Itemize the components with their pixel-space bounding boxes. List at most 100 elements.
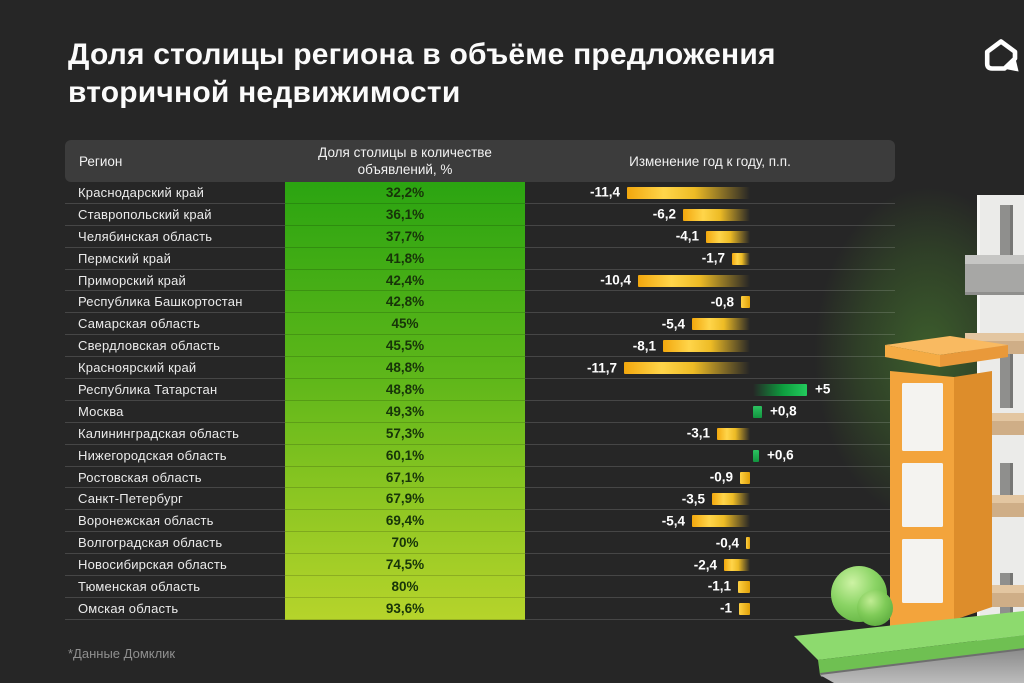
change-cell: -10,4 bbox=[525, 270, 895, 292]
change-cell: -5,4 bbox=[525, 510, 895, 533]
table-row: Нижегородская область 60,1% +0,6 bbox=[65, 445, 895, 467]
share-value: 69,4% bbox=[285, 510, 525, 533]
region-name: Республика Татарстан bbox=[65, 379, 285, 401]
change-cell: +0,6 bbox=[525, 445, 895, 467]
change-bar bbox=[738, 581, 750, 594]
share-value: 37,7% bbox=[285, 226, 525, 248]
share-value: 49,3% bbox=[285, 401, 525, 423]
region-name: Калининградская область bbox=[65, 423, 285, 445]
change-bar bbox=[692, 515, 750, 528]
change-cell: -6,2 bbox=[525, 204, 895, 226]
change-value: +0,8 bbox=[770, 403, 797, 419]
region-name: Ставропольский край bbox=[65, 204, 285, 226]
table-row: Приморский край 42,4% -10,4 bbox=[65, 270, 895, 292]
change-value: -11,7 bbox=[586, 360, 617, 376]
change-value: -8,1 bbox=[632, 338, 656, 354]
change-bar bbox=[706, 230, 750, 243]
share-value: 48,8% bbox=[285, 357, 525, 380]
region-name: Самарская область bbox=[65, 313, 285, 336]
table-row: Свердловская область 45,5% -8,1 bbox=[65, 335, 895, 358]
share-value: 36,1% bbox=[285, 204, 525, 226]
region-name: Республика Башкортостан bbox=[65, 291, 285, 314]
change-bar bbox=[638, 274, 750, 287]
table-header: Регион Доля столицы в количестве объявле… bbox=[65, 140, 895, 182]
change-cell: -4,1 bbox=[525, 226, 895, 248]
change-cell: -5,4 bbox=[525, 313, 895, 336]
region-name: Свердловская область bbox=[65, 335, 285, 358]
table-row: Тюменская область 80% -1,1 bbox=[65, 576, 895, 598]
change-value: -3,1 bbox=[686, 425, 710, 441]
header-change: Изменение год к году, п.п. bbox=[629, 153, 791, 169]
share-value: 48,8% bbox=[285, 379, 525, 401]
change-value: -0,8 bbox=[710, 294, 734, 310]
change-bar bbox=[740, 471, 750, 484]
change-cell: -1 bbox=[525, 598, 895, 620]
change-value: -3,5 bbox=[681, 491, 705, 507]
change-bar bbox=[746, 537, 750, 550]
share-value: 41,8% bbox=[285, 248, 525, 270]
share-value: 57,3% bbox=[285, 423, 525, 445]
region-name: Москва bbox=[65, 401, 285, 423]
page-title-line1: Доля столицы региона в объёме предложени… bbox=[68, 38, 776, 71]
table-row: Ставропольский край 36,1% -6,2 bbox=[65, 204, 895, 226]
change-value: -0,9 bbox=[709, 469, 733, 485]
region-name: Ростовская область bbox=[65, 467, 285, 489]
change-bar bbox=[627, 187, 750, 199]
header-share: Доля столицы в количестве объявлений, % bbox=[318, 144, 492, 177]
change-value: -1,7 bbox=[701, 250, 725, 266]
change-value: -1,1 bbox=[707, 578, 731, 594]
share-value: 93,6% bbox=[285, 598, 525, 620]
table-row: Волгоградская область 70% -0,4 bbox=[65, 532, 895, 555]
page-title-line2: вторичной недвижимости bbox=[68, 76, 461, 109]
change-value: -5,4 bbox=[661, 513, 685, 529]
change-bar bbox=[624, 362, 750, 375]
share-gradient-column bbox=[285, 182, 525, 620]
share-value: 80% bbox=[285, 576, 525, 598]
region-name: Краснодарский край bbox=[65, 182, 285, 204]
change-bar bbox=[739, 602, 750, 615]
share-value: 42,8% bbox=[285, 291, 525, 314]
change-value: -6,2 bbox=[652, 206, 676, 222]
table-row: Санкт-Петербург 67,9% -3,5 bbox=[65, 488, 895, 511]
change-bar bbox=[717, 427, 750, 440]
region-name: Челябинская область bbox=[65, 226, 285, 248]
change-cell: -11,4 bbox=[525, 182, 895, 204]
share-value: 70% bbox=[285, 532, 525, 555]
region-name: Тюменская область bbox=[65, 576, 285, 598]
region-name: Волгоградская область bbox=[65, 532, 285, 555]
change-value: -2,4 bbox=[693, 557, 717, 573]
change-bar bbox=[753, 405, 762, 418]
region-name: Приморский край bbox=[65, 270, 285, 292]
change-cell: -3,5 bbox=[525, 488, 895, 511]
region-name: Пермский край bbox=[65, 248, 285, 270]
table-row: Ростовская область 67,1% -0,9 bbox=[65, 467, 895, 489]
change-bar bbox=[683, 208, 750, 221]
change-cell: -11,7 bbox=[525, 357, 895, 380]
change-cell: -0,8 bbox=[525, 291, 895, 314]
header-region: Регион bbox=[79, 153, 123, 169]
share-value: 60,1% bbox=[285, 445, 525, 467]
change-cell: +5 bbox=[525, 379, 895, 401]
change-value: -10,4 bbox=[600, 272, 631, 288]
region-name: Красноярский край bbox=[65, 357, 285, 380]
change-bar bbox=[712, 493, 750, 506]
table-row: Новосибирская область 74,5% -2,4 bbox=[65, 554, 895, 577]
change-bar bbox=[724, 559, 750, 572]
table-row: Воронежская область 69,4% -5,4 bbox=[65, 510, 895, 533]
change-bar bbox=[753, 384, 807, 397]
change-cell: -8,1 bbox=[525, 335, 895, 358]
region-name: Санкт-Петербург bbox=[65, 488, 285, 511]
region-name: Воронежская область bbox=[65, 510, 285, 533]
grey-base-slab bbox=[820, 648, 1024, 683]
change-bar bbox=[692, 318, 750, 331]
table-row: Республика Башкортостан 42,8% -0,8 bbox=[65, 291, 895, 314]
region-name: Нижегородская область bbox=[65, 445, 285, 467]
share-value: 45% bbox=[285, 313, 525, 336]
page-title: Доля столицы региона в объёме предложени… bbox=[68, 36, 776, 112]
share-value: 32,2% bbox=[285, 182, 525, 204]
table-row: Москва 49,3% +0,8 bbox=[65, 401, 895, 423]
change-value: -1 bbox=[719, 600, 732, 616]
change-cell: -3,1 bbox=[525, 423, 895, 445]
table-row: Республика Татарстан 48,8% +5 bbox=[65, 379, 895, 401]
